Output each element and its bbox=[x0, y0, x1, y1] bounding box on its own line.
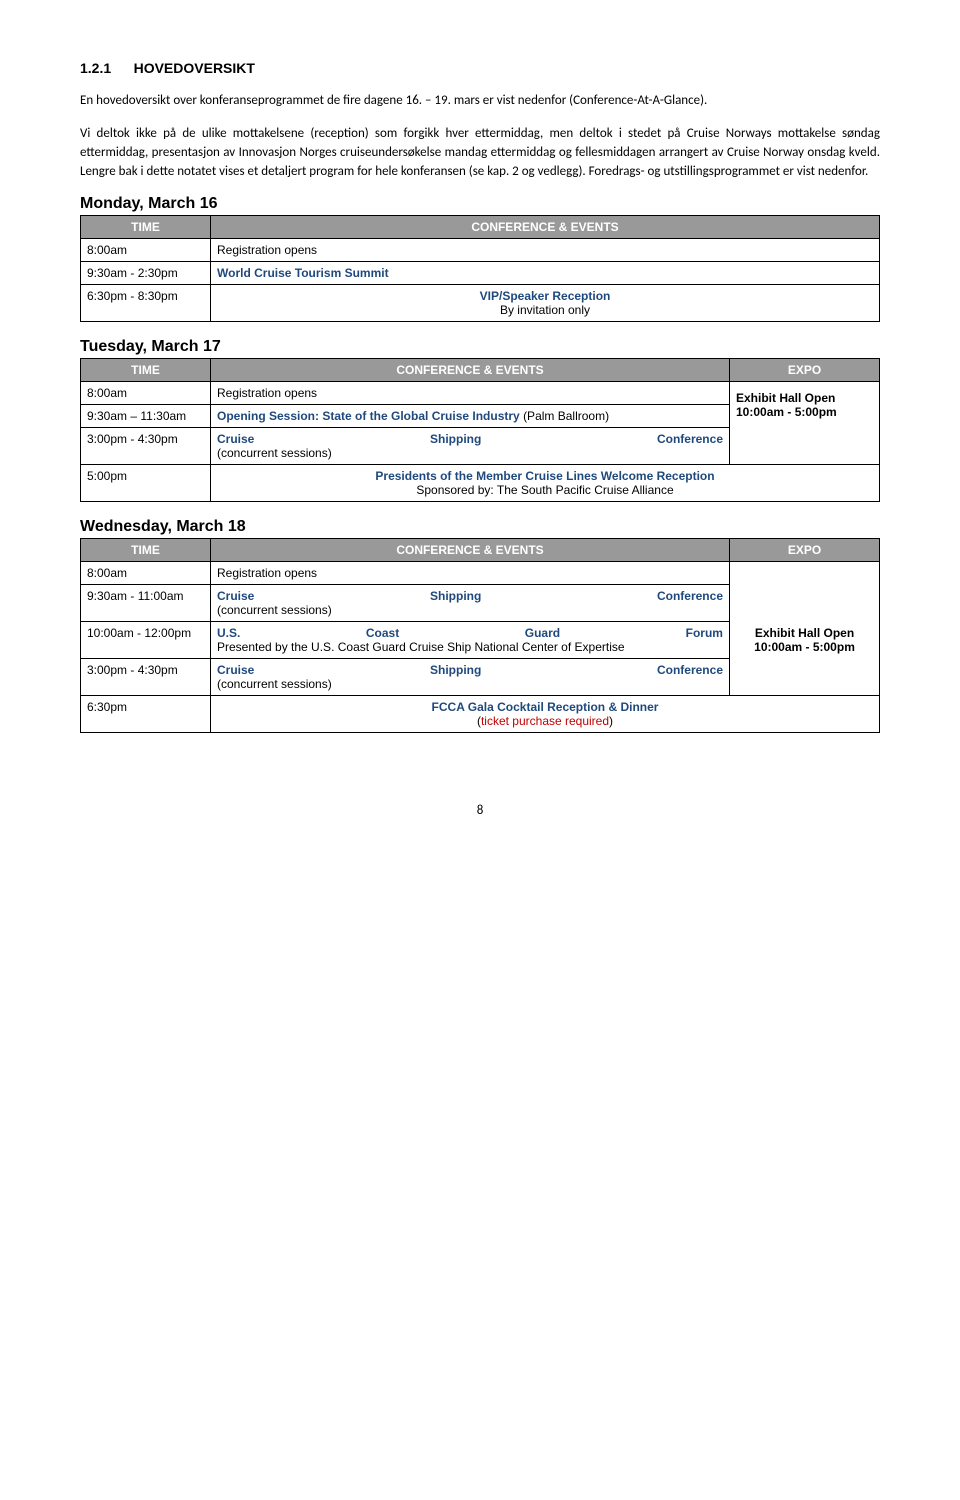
cell-time: 9:30am - 11:00am bbox=[81, 585, 211, 622]
table-row: 5:00pm Presidents of the Member Cruise L… bbox=[81, 465, 880, 502]
section-heading: 1.2.1 HOVEDOVERSIKT bbox=[80, 60, 880, 78]
header-time: TIME bbox=[81, 216, 211, 239]
header-events: CONFERENCE & EVENTS bbox=[211, 216, 880, 239]
table-header-row: TIME CONFERENCE & EVENTS bbox=[81, 216, 880, 239]
schedule-table-wednesday: TIME CONFERENCE & EVENTS EXPO 8:00am Reg… bbox=[80, 538, 880, 733]
cell-event: Cruise Shipping Conference (concurrent s… bbox=[211, 585, 730, 622]
cell-time: 9:30am – 11:30am bbox=[81, 405, 211, 428]
cell-event: Registration opens bbox=[211, 562, 730, 585]
cell-event: U.S. Coast Guard Forum Presented by the … bbox=[211, 622, 730, 659]
intro-paragraph-2: Vi deltok ikke på de ulike mottakelsene … bbox=[80, 125, 880, 182]
cell-time: 6:30pm - 8:30pm bbox=[81, 285, 211, 322]
cell-expo bbox=[730, 659, 880, 696]
table-row: 6:30pm FCCA Gala Cocktail Reception & Di… bbox=[81, 696, 880, 733]
table-row: 10:00am - 12:00pm U.S. Coast Guard Forum… bbox=[81, 622, 880, 659]
day-title-wednesday: Wednesday, March 18 bbox=[80, 518, 880, 536]
cell-expo: Exhibit Hall Open 10:00am - 5:00pm bbox=[730, 382, 880, 428]
table-row: 3:00pm - 4:30pm Cruise Shipping Conferen… bbox=[81, 428, 880, 465]
cell-time: 8:00am bbox=[81, 562, 211, 585]
table-row: 3:00pm - 4:30pm Cruise Shipping Conferen… bbox=[81, 659, 880, 696]
cell-time: 8:00am bbox=[81, 382, 211, 405]
table-header-row: TIME CONFERENCE & EVENTS EXPO bbox=[81, 539, 880, 562]
day-title-monday: Monday, March 16 bbox=[80, 195, 880, 213]
header-events: CONFERENCE & EVENTS bbox=[211, 539, 730, 562]
cell-expo: Exhibit Hall Open 10:00am - 5:00pm bbox=[730, 622, 880, 659]
header-events: CONFERENCE & EVENTS bbox=[211, 359, 730, 382]
table-row: 8:00am Registration opens bbox=[81, 562, 880, 585]
cell-expo bbox=[730, 585, 880, 622]
table-row: 8:00am Registration opens bbox=[81, 239, 880, 262]
cell-expo bbox=[730, 428, 880, 465]
cell-event: Cruise Shipping Conference (concurrent s… bbox=[211, 428, 730, 465]
schedule-table-tuesday: TIME CONFERENCE & EVENTS EXPO 8:00am Reg… bbox=[80, 358, 880, 502]
cell-event: World Cruise Tourism Summit bbox=[211, 262, 880, 285]
cell-time: 8:00am bbox=[81, 239, 211, 262]
cell-time: 10:00am - 12:00pm bbox=[81, 622, 211, 659]
cell-time: 6:30pm bbox=[81, 696, 211, 733]
table-row: 6:30pm - 8:30pm VIP/Speaker Reception By… bbox=[81, 285, 880, 322]
cell-time: 3:00pm - 4:30pm bbox=[81, 428, 211, 465]
cell-event: VIP/Speaker Reception By invitation only bbox=[211, 285, 880, 322]
cell-time: 9:30am - 2:30pm bbox=[81, 262, 211, 285]
table-row: 8:00am Registration opens Exhibit Hall O… bbox=[81, 382, 880, 405]
schedule-table-monday: TIME CONFERENCE & EVENTS 8:00am Registra… bbox=[80, 215, 880, 322]
header-expo: EXPO bbox=[730, 539, 880, 562]
cell-time: 3:00pm - 4:30pm bbox=[81, 659, 211, 696]
table-row: 9:30am - 11:00am Cruise Shipping Confere… bbox=[81, 585, 880, 622]
table-row: 9:30am - 2:30pm World Cruise Tourism Sum… bbox=[81, 262, 880, 285]
intro-paragraph-1: En hovedoversikt over konferanseprogramm… bbox=[80, 92, 880, 111]
header-time: TIME bbox=[81, 359, 211, 382]
cell-event: Presidents of the Member Cruise Lines We… bbox=[211, 465, 880, 502]
cell-event: Registration opens bbox=[211, 382, 730, 405]
cell-time: 5:00pm bbox=[81, 465, 211, 502]
cell-event: Cruise Shipping Conference (concurrent s… bbox=[211, 659, 730, 696]
section-title: HOVEDOVERSIKT bbox=[134, 60, 255, 76]
cell-event: Opening Session: State of the Global Cru… bbox=[211, 405, 730, 428]
header-time: TIME bbox=[81, 539, 211, 562]
page-number: 8 bbox=[80, 803, 880, 818]
cell-event: FCCA Gala Cocktail Reception & Dinner (t… bbox=[211, 696, 880, 733]
day-title-tuesday: Tuesday, March 17 bbox=[80, 338, 880, 356]
cell-event: Registration opens bbox=[211, 239, 880, 262]
table-header-row: TIME CONFERENCE & EVENTS EXPO bbox=[81, 359, 880, 382]
cell-expo bbox=[730, 562, 880, 585]
header-expo: EXPO bbox=[730, 359, 880, 382]
section-number: 1.2.1 bbox=[80, 60, 111, 76]
